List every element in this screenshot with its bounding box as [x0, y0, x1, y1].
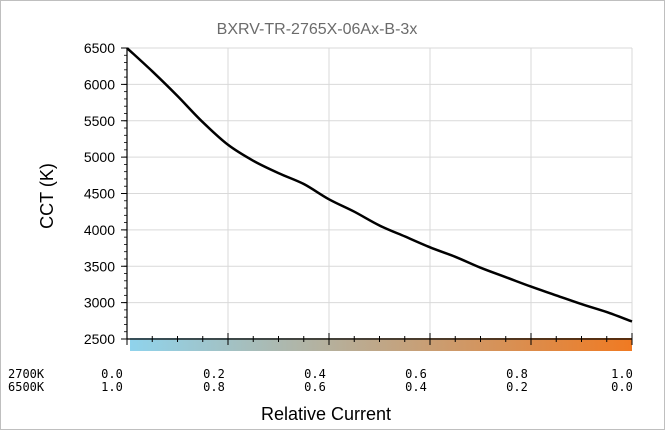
x-row-2700k-tick-label: 1.0 [611, 367, 633, 381]
y-tick-label: 6500 [84, 40, 115, 56]
x-axis-label: Relative Current [261, 404, 391, 424]
x-row-6500k-prefix: 6500K [8, 380, 45, 394]
y-tick-label: 5000 [84, 149, 115, 165]
y-tick-label: 4000 [84, 222, 115, 238]
y-tick-label: 3500 [84, 258, 115, 274]
x-row-6500k-tick-label: 0.0 [611, 380, 633, 394]
x-row-6500k-tick-label: 0.2 [506, 380, 528, 394]
x-row-6500k-tick-label: 0.8 [203, 380, 225, 394]
y-tick-labels: 2500 3000 3500 4000 4500 5000 5500 6000 6500 [84, 40, 115, 347]
x-row-6500k-tick-label: 0.4 [405, 380, 427, 394]
x-row-2700k-tick-label: 0.2 [203, 367, 225, 381]
x-row-6500k-tick-label: 1.0 [101, 380, 123, 394]
axes [121, 47, 633, 345]
x-row-2700k-tick-label: 0.6 [405, 367, 427, 381]
x-row-2700k-tick-label: 0.0 [101, 367, 123, 381]
y-axis-label: CCT (K) [37, 163, 57, 229]
chart-title: BXRV-TR-2765X-06Ax-B-3x [217, 21, 418, 38]
y-tick-label: 2500 [84, 331, 115, 347]
y-tick-label: 3000 [84, 295, 115, 311]
x-row-2700k-prefix: 2700K [8, 367, 45, 381]
x-row-6500k-tick-label: 0.6 [304, 380, 326, 394]
x-row-2700k-tick-label: 0.8 [506, 367, 528, 381]
color-gradient-bar [130, 338, 632, 351]
series-line-cct [126, 47, 633, 323]
y-tick-label: 6000 [84, 76, 115, 92]
x-row-2700k-tick-label: 0.4 [304, 367, 326, 381]
y-tick-label: 5500 [84, 113, 115, 129]
y-tick-label: 4500 [84, 186, 115, 202]
